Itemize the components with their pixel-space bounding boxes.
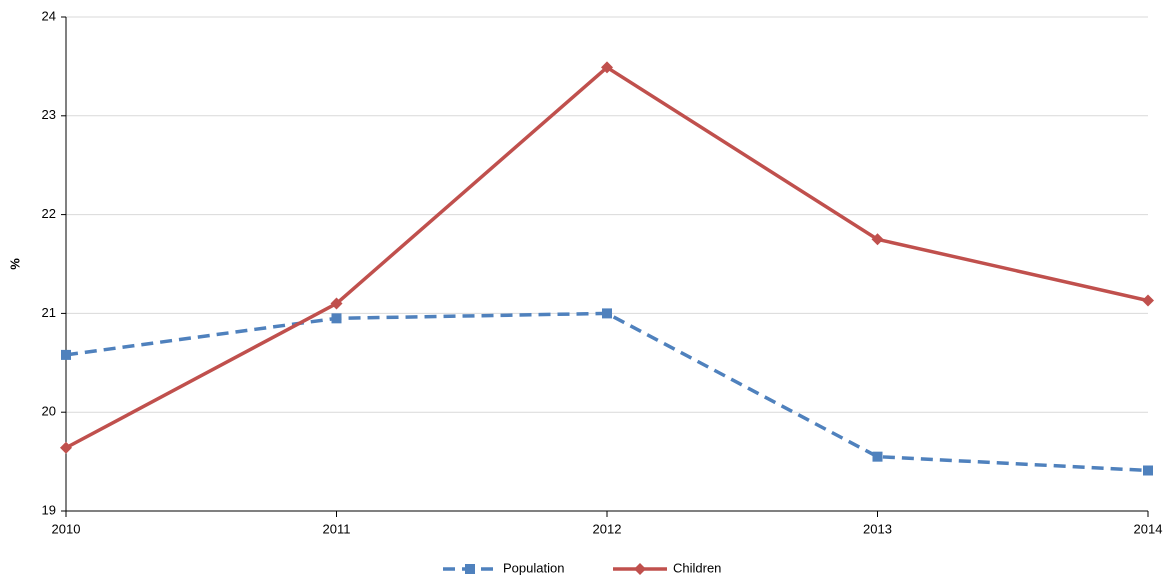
- marker: [60, 441, 72, 454]
- y-tick-label: 19: [42, 502, 56, 517]
- y-tick-label: 21: [42, 305, 56, 320]
- marker: [872, 451, 883, 462]
- x-tick-label: 2012: [593, 521, 622, 536]
- series-line: [65, 311, 1149, 473]
- y-axis-label: %: [7, 258, 22, 270]
- y-tick-label: 20: [42, 404, 56, 419]
- marker: [1142, 294, 1154, 307]
- legend-item: Population: [443, 560, 564, 575]
- legend-label: Children: [673, 560, 721, 575]
- legend-item: Children: [613, 560, 721, 575]
- legend-label: Population: [503, 560, 564, 575]
- x-tick-label: 2013: [863, 521, 892, 536]
- legend-marker: [465, 564, 475, 574]
- series-line: [65, 65, 1149, 450]
- marker: [1143, 465, 1153, 476]
- marker: [601, 61, 613, 74]
- x-tick-label: 2011: [323, 521, 351, 536]
- marker: [61, 349, 71, 360]
- x-tick-label: 2014: [1134, 521, 1163, 536]
- marker: [871, 233, 884, 246]
- marker: [602, 308, 612, 319]
- legend-marker: [634, 563, 646, 575]
- y-tick-label: 23: [42, 107, 56, 122]
- marker: [331, 313, 342, 324]
- y-tick-label: 24: [42, 8, 56, 23]
- y-tick-label: 22: [42, 206, 56, 221]
- marker: [330, 297, 343, 310]
- x-tick-label: 2010: [52, 521, 81, 536]
